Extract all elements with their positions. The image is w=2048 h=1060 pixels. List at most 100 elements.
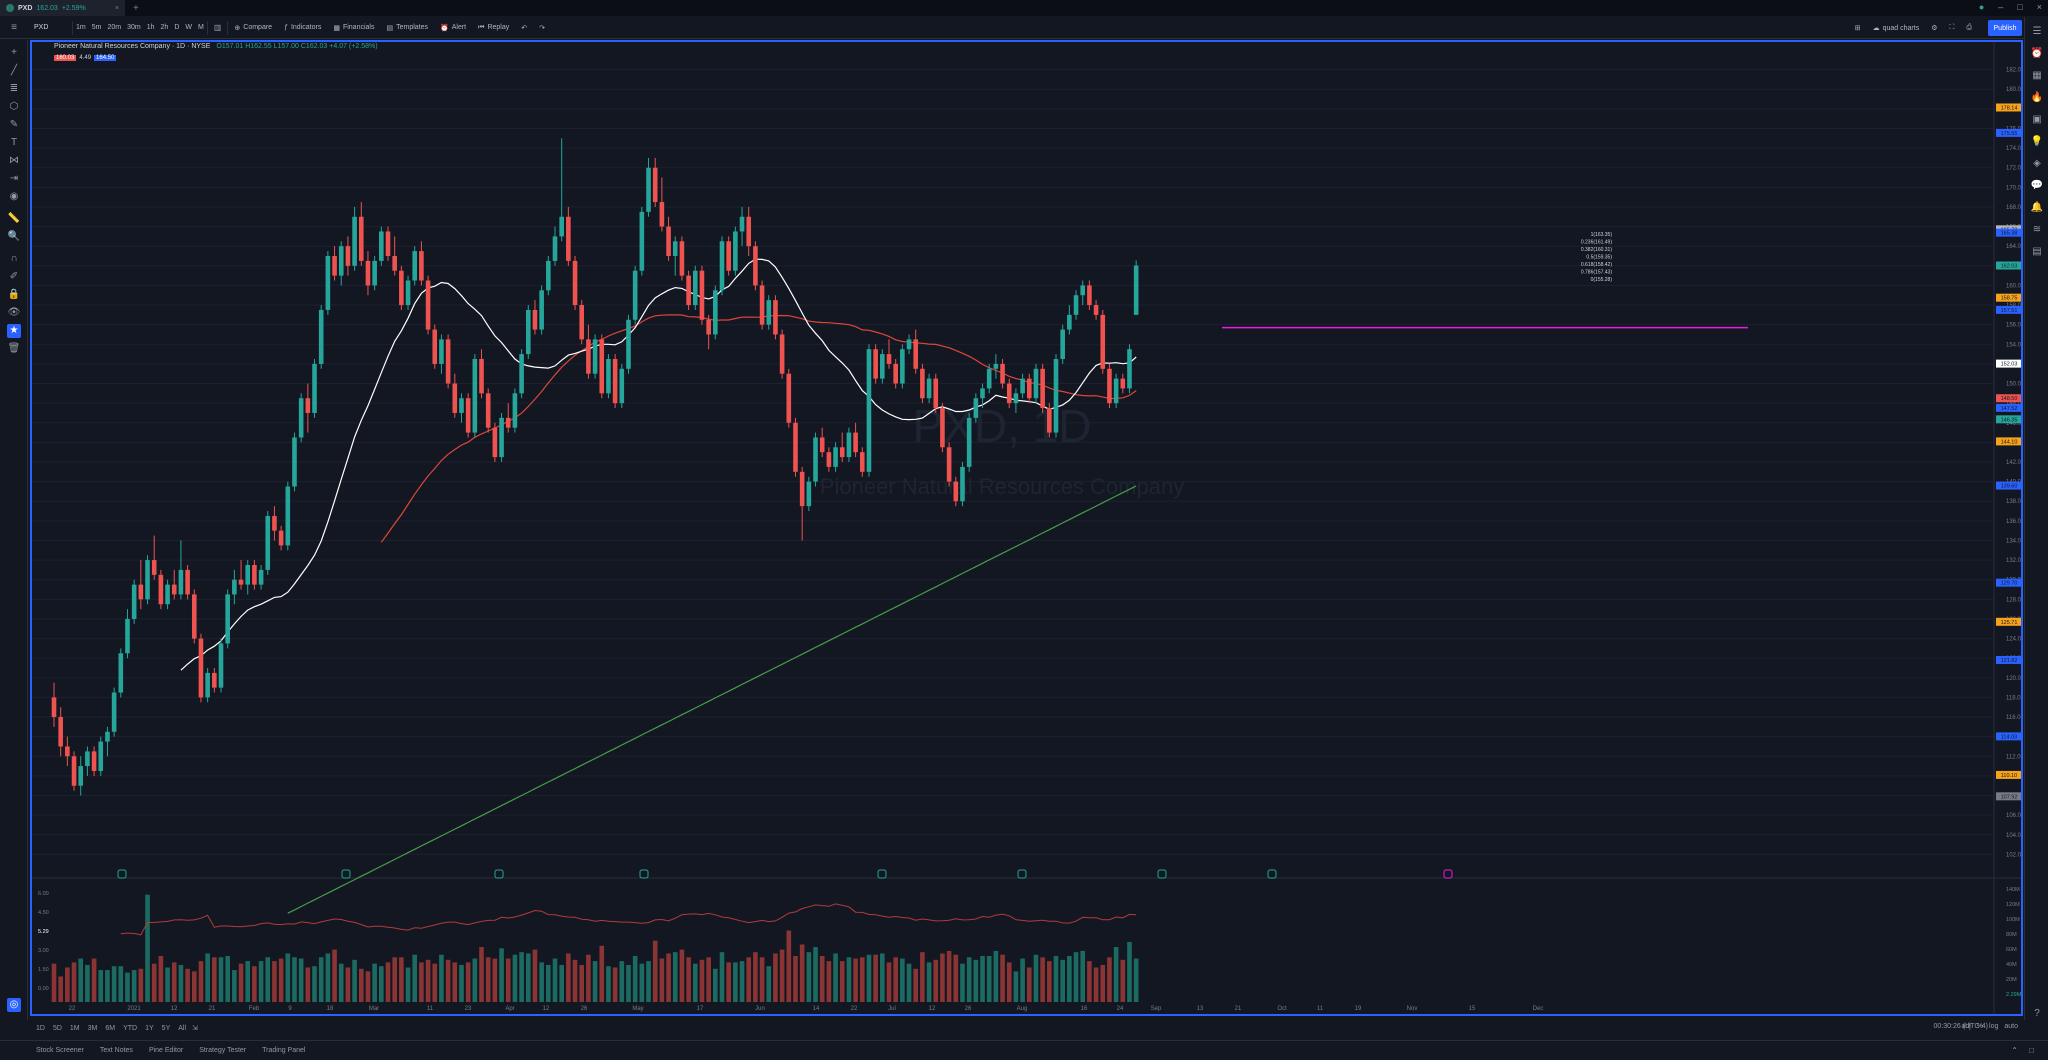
- streams-icon[interactable]: ◈: [2033, 158, 2041, 169]
- earnings-marker-icon[interactable]: [341, 869, 351, 879]
- calendar-icon[interactable]: ▣: [2032, 114, 2042, 125]
- goto-date-icon[interactable]: ⇲: [192, 1025, 198, 1032]
- brush-icon[interactable]: ✎: [9, 119, 19, 130]
- interval-5m[interactable]: 5m: [91, 24, 102, 31]
- indicators-button[interactable]: ƒ Indicators: [284, 24, 322, 31]
- chart-pane[interactable]: 102.00104.00106.00108.00110.00112.00114.…: [30, 40, 2023, 1016]
- range-5D[interactable]: 5D: [52, 1024, 62, 1032]
- watchlist-icon[interactable]: ☰: [2032, 26, 2042, 37]
- collapse-panel-icon[interactable]: ⌃: [2011, 1046, 2018, 1055]
- range-1M[interactable]: 1M: [69, 1024, 80, 1032]
- interval-30m[interactable]: 30m: [127, 24, 141, 31]
- interval-D[interactable]: D: [174, 24, 180, 31]
- text-icon[interactable]: T: [10, 137, 18, 148]
- compare-button[interactable]: ⊕ Compare: [234, 24, 273, 32]
- earnings-marker-icon[interactable]: [494, 869, 504, 879]
- range-3M[interactable]: 3M: [87, 1024, 98, 1032]
- chart-type-icon[interactable]: ▥: [213, 23, 222, 32]
- earnings-marker-icon[interactable]: [639, 869, 649, 879]
- trendline-icon[interactable]: ╱: [10, 65, 18, 76]
- bid-price[interactable]: 160.03: [54, 55, 77, 61]
- panel-tab-0[interactable]: Stock Screener: [36, 1047, 84, 1054]
- zoom-icon[interactable]: 🔍: [7, 231, 21, 242]
- timezone[interactable]: 00:30:26 (UTC-4): [1933, 1023, 1988, 1030]
- replay-button[interactable]: ⏮ Replay: [478, 23, 510, 32]
- chats-icon[interactable]: 💬: [2030, 180, 2044, 191]
- measure-icon[interactable]: ⇥: [9, 173, 19, 184]
- fullscreen-icon[interactable]: ⛶: [1949, 24, 1955, 31]
- depth-icon[interactable]: ▤: [2032, 246, 2042, 257]
- layout-grid-icon[interactable]: ⊞: [1854, 25, 1861, 32]
- earnings-marker-icon[interactable]: [1267, 869, 1277, 879]
- order-panel-icon[interactable]: ≋: [2032, 224, 2042, 235]
- templates-button[interactable]: ▤ Templates: [386, 24, 428, 32]
- prediction-icon[interactable]: ⋈: [9, 155, 19, 166]
- interval-1m[interactable]: 1m: [76, 24, 86, 31]
- panel-tab-3[interactable]: Strategy Tester: [199, 1047, 247, 1054]
- interval-W[interactable]: W: [185, 24, 192, 31]
- range-1D[interactable]: 1D: [36, 1024, 45, 1032]
- lock-icon[interactable]: 🔒: [7, 289, 21, 300]
- alert-button[interactable]: ⏰ Alert: [440, 24, 467, 32]
- favorites-icon[interactable]: ★: [7, 324, 21, 338]
- panel-tab-2[interactable]: Pine Editor: [148, 1047, 184, 1054]
- undo-icon[interactable]: ↶: [521, 24, 528, 32]
- hide-icon[interactable]: 👁: [7, 307, 21, 318]
- price-chart[interactable]: 102.00104.00106.00108.00110.00112.00114.…: [32, 42, 2021, 1014]
- scale-%[interactable]: %: [1976, 1023, 1984, 1030]
- eye-icon[interactable]: ◉: [9, 191, 19, 202]
- help-icon[interactable]: ?: [2034, 1008, 2040, 1019]
- chart-tab[interactable]: PXD 162.03 +2.59% ×: [0, 0, 125, 16]
- user-avatar-icon[interactable]: ●: [1978, 2, 1985, 12]
- range-YTD[interactable]: YTD: [123, 1024, 138, 1032]
- future-event-icon[interactable]: [1443, 869, 1453, 879]
- range-5Y[interactable]: 5Y: [161, 1024, 171, 1032]
- settings-icon[interactable]: ⚙: [1931, 25, 1938, 32]
- scale-adj[interactable]: adj: [1961, 1023, 1971, 1030]
- new-tab-icon[interactable]: +: [133, 2, 139, 14]
- layout-select[interactable]: ☁ quad charts: [1872, 24, 1920, 33]
- panel-tab-1[interactable]: Text Notes: [99, 1047, 133, 1054]
- redo-icon[interactable]: ↷: [539, 24, 545, 32]
- range-6M[interactable]: 6M: [105, 1024, 116, 1032]
- interval-M[interactable]: M: [197, 24, 204, 31]
- hotlists-icon[interactable]: 🔥: [2030, 92, 2044, 103]
- symbol-search[interactable]: PXD: [34, 24, 49, 31]
- close-window-icon[interactable]: ×: [2036, 2, 2042, 12]
- ask-price[interactable]: 164.50: [94, 55, 117, 61]
- user-icon[interactable]: ◎: [7, 998, 21, 1012]
- pattern-icon[interactable]: ⬡: [9, 101, 19, 112]
- publish-button[interactable]: Publish: [1988, 20, 2022, 36]
- range-All[interactable]: All: [178, 1024, 187, 1032]
- trash-icon[interactable]: 🗑: [7, 343, 21, 354]
- menu-icon[interactable]: ≡: [11, 22, 17, 33]
- scale-auto[interactable]: auto: [2004, 1023, 2018, 1030]
- earnings-marker-icon[interactable]: [117, 869, 127, 879]
- magnet-icon[interactable]: ∩: [10, 253, 18, 264]
- ruler-icon[interactable]: 📏: [7, 213, 21, 224]
- earnings-marker-icon[interactable]: [877, 869, 887, 879]
- earnings-marker-icon[interactable]: [1157, 869, 1167, 879]
- snapshot-icon[interactable]: ⎙: [1966, 24, 1972, 31]
- crosshair-icon[interactable]: +: [11, 47, 17, 58]
- tab-close-icon[interactable]: ×: [114, 4, 119, 12]
- interval-2h[interactable]: 2h: [160, 24, 169, 31]
- range-1Y[interactable]: 1Y: [145, 1024, 154, 1032]
- fib-icon[interactable]: ≣: [9, 83, 19, 94]
- interval-20m[interactable]: 20m: [107, 24, 122, 31]
- ideas-icon[interactable]: 💡: [2030, 136, 2044, 147]
- alerts-icon[interactable]: ⏰: [2030, 48, 2044, 59]
- scale-log[interactable]: log: [1989, 1023, 1999, 1030]
- data-window-icon[interactable]: ▦: [2032, 70, 2042, 81]
- panel-tab-4[interactable]: Trading Panel: [262, 1047, 306, 1054]
- minimize-icon[interactable]: –: [1998, 2, 2004, 12]
- notifications-icon[interactable]: 🔔: [2030, 202, 2044, 213]
- maximize-panel-icon[interactable]: □: [2029, 1046, 2034, 1055]
- interval-1h[interactable]: 1h: [146, 24, 155, 31]
- volume-bar: [726, 962, 731, 1002]
- earnings-marker-icon[interactable]: [1017, 869, 1027, 879]
- legend-symbol[interactable]: Pioneer Natural Resources Company · 1D ·…: [54, 43, 211, 50]
- maximize-icon[interactable]: □: [2017, 2, 2023, 12]
- financials-button[interactable]: ▦ Financials: [333, 24, 375, 32]
- stay-drawing-icon[interactable]: ✐: [9, 271, 19, 282]
